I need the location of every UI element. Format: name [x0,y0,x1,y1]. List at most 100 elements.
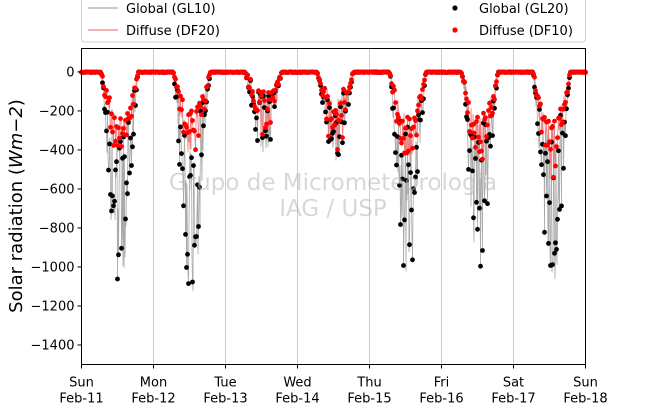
global-gl20-point [546,241,551,246]
diffuse-df10-point [492,97,497,102]
global-gl20-point [106,167,111,173]
diffuse-df10-point [176,89,181,95]
global-gl20-point [342,120,347,126]
diffuse-df10-point [257,99,262,105]
global-gl20-point [554,247,559,252]
diffuse-df10-point [117,135,122,141]
legend-box [81,0,586,43]
diffuse-df10-point [317,77,322,82]
global-gl20-point [552,250,557,256]
x-tick-label-date-0: Feb-11 [59,392,103,407]
diffuse-df10-point [322,85,327,91]
diffuse-df10-point [175,84,180,89]
diffuse-df10-point [348,81,353,86]
global-gl20-point [127,170,132,176]
diffuse-df10-point [542,115,547,120]
diffuse-df10-point [203,98,208,104]
diffuse-df10-point [415,108,420,114]
diffuse-df10-point [479,148,484,154]
diffuse-df10-point [341,86,346,92]
diffuse-df10-point [245,72,250,78]
diffuse-df10-point [551,174,556,180]
diffuse-df10-point [466,100,471,105]
global-gl20-point [122,154,127,160]
diffuse-df10-point [411,124,416,130]
x-tick-label-date-3: Feb-14 [275,392,319,407]
global-gl20-point [410,257,415,263]
global-gl20-point [107,141,112,147]
watermark-line-1: Grupo de Micrometeorologia [169,170,497,196]
diffuse-df10-point [538,101,543,107]
diffuse-df10-point [262,98,267,103]
diffuse-df10-point [315,70,320,76]
y-tick-label-2: −400 [39,143,75,158]
diffuse-df10-point [346,89,351,95]
diffuse-df10-point [198,103,203,109]
global-gl20-point [196,224,201,229]
global-gl20-point [177,162,182,167]
diffuse-df10-point [107,95,112,101]
legend-label-3: Diffuse (DF10) [479,24,573,39]
global-gl20-point [105,109,110,115]
global-gl20-point [189,155,194,161]
diffuse-df10-point [560,119,565,125]
diffuse-df10-point [338,101,343,106]
x-tick-label-day-2: Tue [213,376,236,391]
x-tick-label-date-1: Feb-12 [131,392,175,407]
diffuse-df10-point [124,132,129,138]
diffuse-df10-point [250,89,255,94]
diffuse-df10-point [486,108,491,113]
diffuse-df10-point [487,100,492,106]
y-tick-label-4: −800 [39,221,75,236]
diffuse-df10-point [554,144,559,150]
legend: Global (GL10) Global (GL20) Diffuse (DF20)… [81,0,586,43]
diffuse-df10-point [474,119,479,124]
global-gl20-point [401,263,406,268]
diffuse-df10-point [325,93,330,99]
global-gl20-point [412,190,417,196]
diffuse-df10-point [118,116,123,121]
global-gl20-point [547,200,552,206]
diffuse-df10-point [392,87,397,93]
diffuse-df10-point [247,85,252,91]
global-gl20-point [128,135,133,141]
global-gl20-point [537,107,542,112]
global-gl20-point [192,242,197,248]
diffuse-df10-point [193,147,198,153]
diffuse-df10-point [205,83,210,89]
global-gl20-point [411,186,416,192]
global-gl20-point [115,276,120,282]
diffuse-df10-point [192,128,197,134]
x-axis: SunFeb-11MonFeb-12TueFeb-13WedFeb-14ThuF… [59,364,608,407]
global-gl20-point [467,148,472,154]
diffuse-df10-point [278,75,283,81]
global-gl20-point [415,169,420,175]
global-gl20-point [559,203,564,209]
global-gl20-point [323,109,328,115]
diffuse-df10-point [483,115,488,120]
global-gl20-point [470,168,475,174]
diffuse-df10-point [388,73,393,78]
series-diffuse-df10-points [79,69,588,180]
diffuse-df10-point [485,122,490,128]
x-tick-label-date-2: Feb-13 [203,392,247,407]
global-gl20-point [112,198,117,204]
diffuse-df10-point [533,88,538,93]
diffuse-df10-point [187,129,192,134]
global-gl20-point [338,104,343,110]
diffuse-df10-point [403,125,408,131]
diffuse-df10-point [251,98,256,104]
global-gl20-point [553,240,558,246]
global-gl20-point [100,80,105,86]
diffuse-df10-point [261,89,266,95]
diffuse-df10-point [399,140,404,146]
global-gl20-point [260,135,265,141]
diffuse-df10-point [481,110,486,116]
diffuse-df10-point [400,118,405,124]
global-gl20-point [398,222,403,227]
global-gl20-point [183,232,188,237]
diffuse-df10-point [407,116,412,122]
diffuse-df10-point [470,135,475,141]
diffuse-df10-point [545,142,550,148]
global-gl20-point [119,245,124,251]
